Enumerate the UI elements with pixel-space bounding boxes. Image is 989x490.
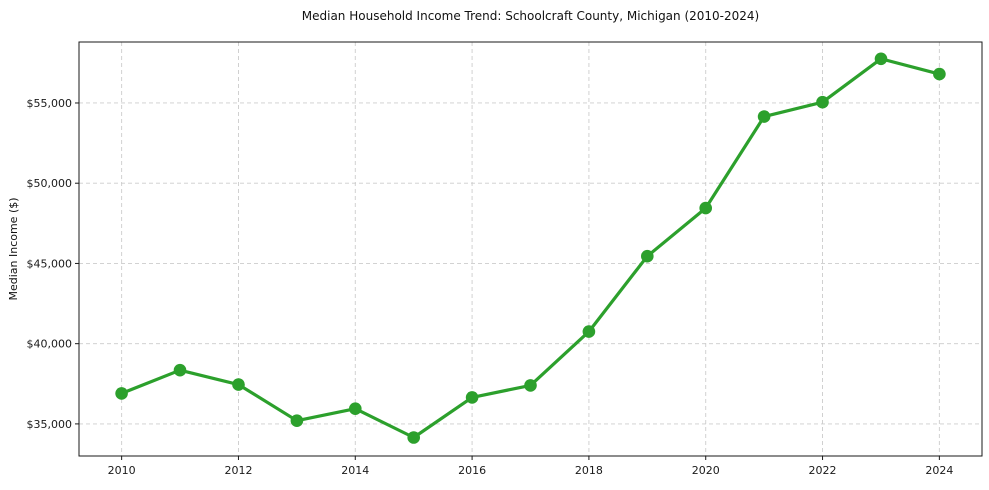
data-point-2012 bbox=[232, 378, 245, 391]
y-tick-label: $45,000 bbox=[27, 257, 73, 270]
data-point-2016 bbox=[465, 391, 479, 404]
chart-title: Median Household Income Trend: Schoolcra… bbox=[301, 9, 760, 23]
x-tick-label: 2016 bbox=[458, 464, 486, 477]
data-point-2017 bbox=[524, 379, 537, 392]
y-tick-label: $55,000 bbox=[27, 97, 73, 110]
data-point-2013 bbox=[290, 414, 304, 428]
y-tick-label: $35,000 bbox=[27, 418, 73, 431]
x-tick-label: 2020 bbox=[692, 464, 720, 477]
x-tick-label: 2024 bbox=[925, 464, 953, 477]
data-point-2019 bbox=[641, 249, 654, 263]
x-tick-label: 2022 bbox=[809, 464, 837, 477]
y-tick-label: $40,000 bbox=[27, 338, 73, 351]
data-point-2020 bbox=[699, 201, 712, 215]
x-tick-label: 2010 bbox=[108, 464, 136, 477]
data-point-2023 bbox=[874, 52, 888, 66]
x-tick-label: 2014 bbox=[341, 464, 369, 477]
data-point-2015 bbox=[407, 431, 421, 444]
data-point-2021 bbox=[757, 110, 771, 123]
data-point-2011 bbox=[173, 363, 187, 377]
data-point-2024 bbox=[933, 67, 946, 81]
x-tick-label: 2018 bbox=[575, 464, 603, 477]
x-tick-label: 2012 bbox=[224, 464, 252, 477]
data-point-2014 bbox=[349, 402, 362, 416]
data-point-2018 bbox=[582, 325, 596, 338]
y-tick-label: $50,000 bbox=[27, 177, 73, 190]
data-point-2010 bbox=[115, 387, 128, 400]
data-point-2022 bbox=[816, 95, 829, 109]
plot-border bbox=[78, 41, 983, 457]
